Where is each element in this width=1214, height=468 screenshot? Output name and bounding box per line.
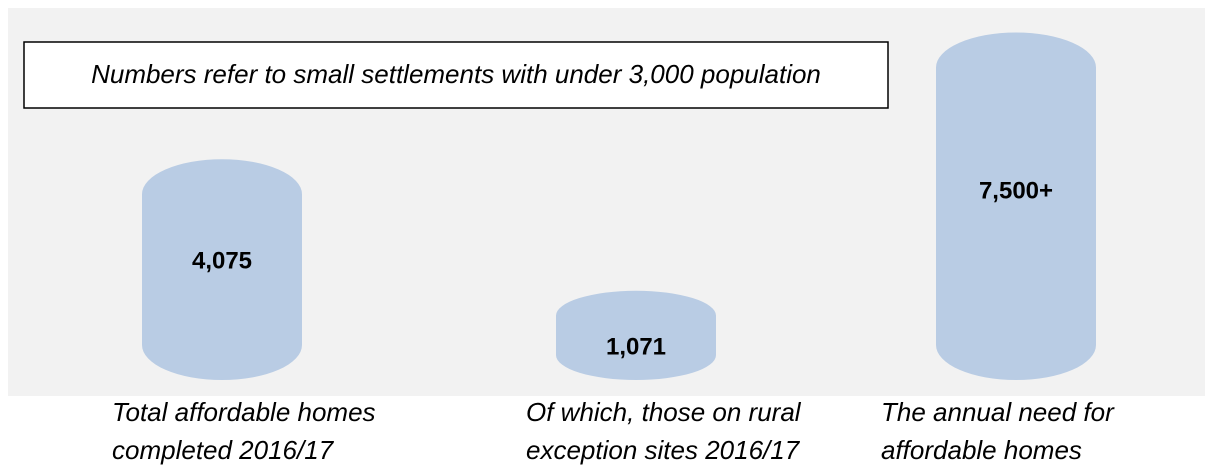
annotation: Numbers refer to small settlements with … <box>91 59 821 89</box>
value-label: 7,500+ <box>979 178 1053 205</box>
cylinder <box>142 159 302 380</box>
category-label: Of which, those on rural <box>526 397 802 427</box>
value-label: 1,071 <box>606 334 666 361</box>
annotation-box <box>23 41 889 109</box>
category-label: exception sites 2016/17 <box>526 435 801 465</box>
cylinder <box>936 32 1096 380</box>
category-label: completed 2016/17 <box>112 435 335 465</box>
category-label: The annual need for <box>881 397 1115 427</box>
value-label: 4,075 <box>192 247 252 274</box>
category-label: Total affordable homes <box>112 397 376 427</box>
cylinders <box>142 32 1096 380</box>
cylinder <box>556 290 716 380</box>
category-label: affordable homes <box>881 435 1082 465</box>
